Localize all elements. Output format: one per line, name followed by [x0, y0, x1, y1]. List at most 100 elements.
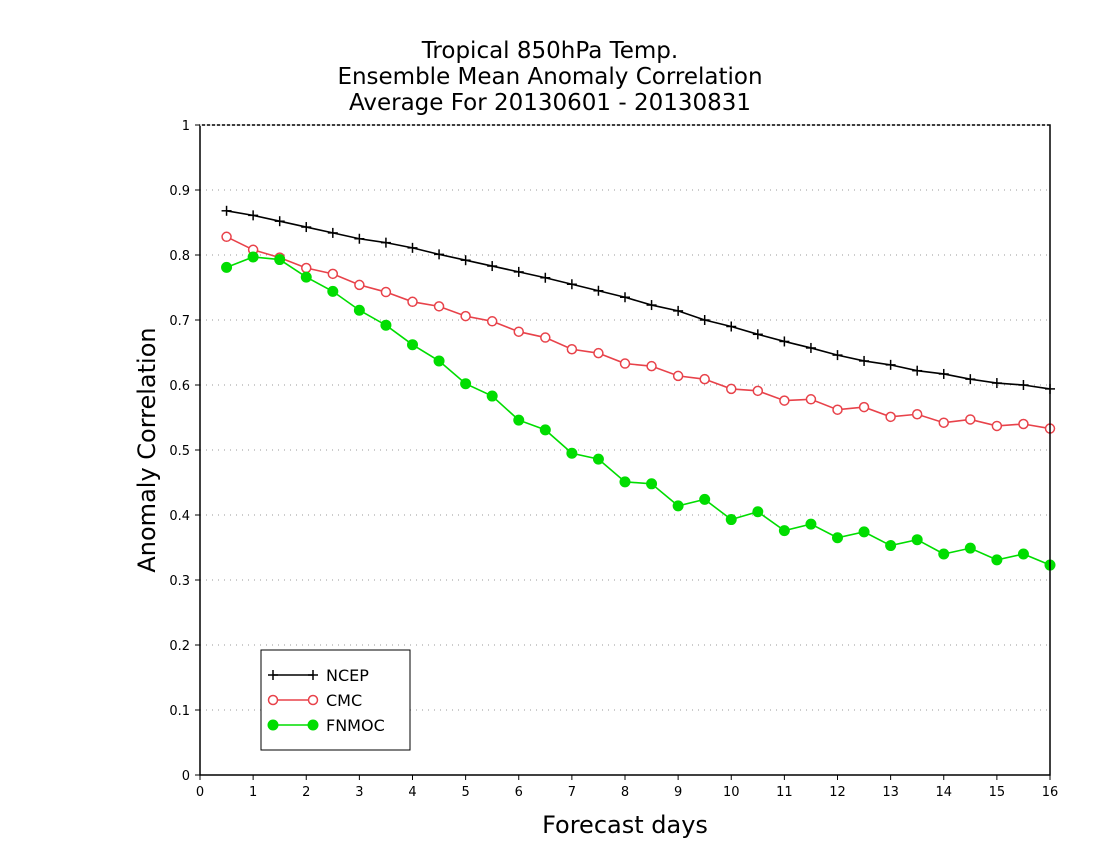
ncep-point: [726, 321, 737, 332]
x-tick-label: 6: [515, 785, 523, 800]
cmc-point: [619, 358, 631, 369]
x-tick-label: 8: [621, 785, 629, 800]
fnmoc-point: [486, 390, 498, 402]
y-tick-label: 0.7: [169, 314, 190, 329]
y-tick-label: 0.8: [169, 249, 190, 264]
fnmoc-point: [380, 319, 392, 331]
fnmoc-point: [699, 493, 711, 505]
ncep-point: [540, 272, 551, 283]
legend-marker-end-ncep: [308, 670, 318, 680]
fnmoc-point: [832, 532, 843, 544]
cmc-point: [327, 268, 339, 280]
ncep-point: [646, 300, 657, 311]
ncep-line: [226, 210, 1051, 390]
fnmoc-point: [858, 526, 870, 538]
fnmoc-line: [226, 256, 1051, 566]
y-tick-label: 0.3: [169, 574, 190, 589]
x-tick-label: 16: [1042, 785, 1059, 800]
x-tick-label: 12: [829, 785, 846, 800]
cmc-point: [965, 414, 976, 425]
fnmoc-point: [646, 478, 658, 490]
fnmoc-point: [513, 414, 525, 426]
ncep-point: [965, 374, 976, 385]
ncep-point: [274, 216, 285, 227]
ncep-point: [805, 342, 816, 353]
x-axis-label: Forecast days: [542, 811, 708, 839]
chart-title-line-1: Tropical 850hPa Temp.: [421, 38, 679, 64]
fnmoc-point: [433, 355, 445, 367]
ncep-point: [699, 315, 710, 325]
cmc-point: [301, 262, 312, 274]
fnmoc-point: [938, 548, 950, 560]
y-tick-label: 1: [182, 119, 190, 134]
legend-label-ncep: NCEP: [326, 666, 369, 685]
cmc-point: [672, 370, 684, 382]
cmc-point: [380, 286, 392, 298]
x-tick-label: 1: [249, 785, 257, 800]
x-tick-label: 14: [935, 785, 952, 800]
fnmoc-point: [911, 534, 923, 546]
cmc-point: [540, 332, 551, 343]
fnmoc-point: [566, 447, 578, 459]
x-tick-label: 3: [355, 785, 363, 800]
cmc-line: [226, 236, 1051, 430]
ncep-point: [832, 350, 843, 361]
cmc-point: [885, 411, 896, 423]
legend: NCEP CMC FNMOC: [260, 649, 411, 751]
grid-lines: [200, 189, 1050, 711]
fnmoc-point: [1017, 548, 1029, 560]
cmc-point: [699, 373, 710, 385]
ncep-point: [885, 359, 896, 370]
fnmoc-point: [619, 476, 631, 488]
cmc-point: [433, 301, 445, 312]
fnmoc-point: [353, 304, 365, 316]
cmc-point: [938, 417, 949, 428]
fnmoc-point: [539, 424, 551, 436]
ncep-point: [221, 205, 232, 216]
cmc-point: [991, 420, 1003, 432]
cmc-point: [726, 383, 737, 395]
legend-marker-end-fnmoc: [307, 719, 319, 731]
fnmoc-point: [964, 542, 976, 554]
x-tick-label: 5: [461, 785, 469, 800]
ncep-point: [248, 210, 259, 221]
legend-label-cmc: CMC: [326, 691, 362, 710]
fnmoc-point: [221, 261, 233, 273]
x-tick-label: 4: [408, 785, 416, 800]
ncep-point: [301, 222, 312, 233]
y-tick-label: 0.5: [169, 444, 190, 459]
ncep-point: [991, 378, 1002, 389]
cmc-point: [407, 296, 418, 308]
ncep-point: [752, 329, 763, 340]
ncep-point: [513, 266, 524, 277]
cmc-point: [752, 385, 764, 397]
axis-ticks: 00.10.20.30.40.50.60.70.80.910 1 2 3 4 5 6 7 8 9 1…: [169, 119, 1058, 800]
fnmoc-point: [991, 554, 1003, 566]
ncep-point: [487, 261, 498, 272]
ncep-point: [380, 237, 391, 248]
ncep-point: [593, 285, 604, 296]
fnmoc-point: [274, 254, 286, 266]
chart-title-line-3: Average For 20130601 - 20130831: [348, 90, 752, 116]
fnmoc-point: [672, 500, 684, 512]
ncep-point: [912, 365, 923, 376]
fnmoc-point: [778, 525, 790, 537]
legend-marker-end-cmc: [307, 694, 319, 706]
cmc-point: [646, 360, 657, 372]
x-tick-label: 7: [568, 785, 576, 800]
ncep-point: [434, 249, 445, 260]
x-tick-label: 15: [989, 785, 1006, 800]
cmc-point: [1018, 418, 1029, 430]
ncep-point: [938, 368, 949, 379]
cmc-point: [221, 231, 232, 243]
cmc-point: [460, 310, 471, 322]
ncep-point: [327, 227, 338, 238]
cmc-point: [805, 394, 817, 405]
legend-marker-start-cmc: [267, 694, 279, 706]
ncep-point: [354, 233, 365, 244]
fnmoc-point: [725, 514, 737, 526]
fnmoc-point: [300, 271, 312, 283]
ncep-point: [673, 305, 684, 316]
cmc-point: [486, 316, 498, 327]
y-tick-label: 0.6: [169, 379, 190, 394]
